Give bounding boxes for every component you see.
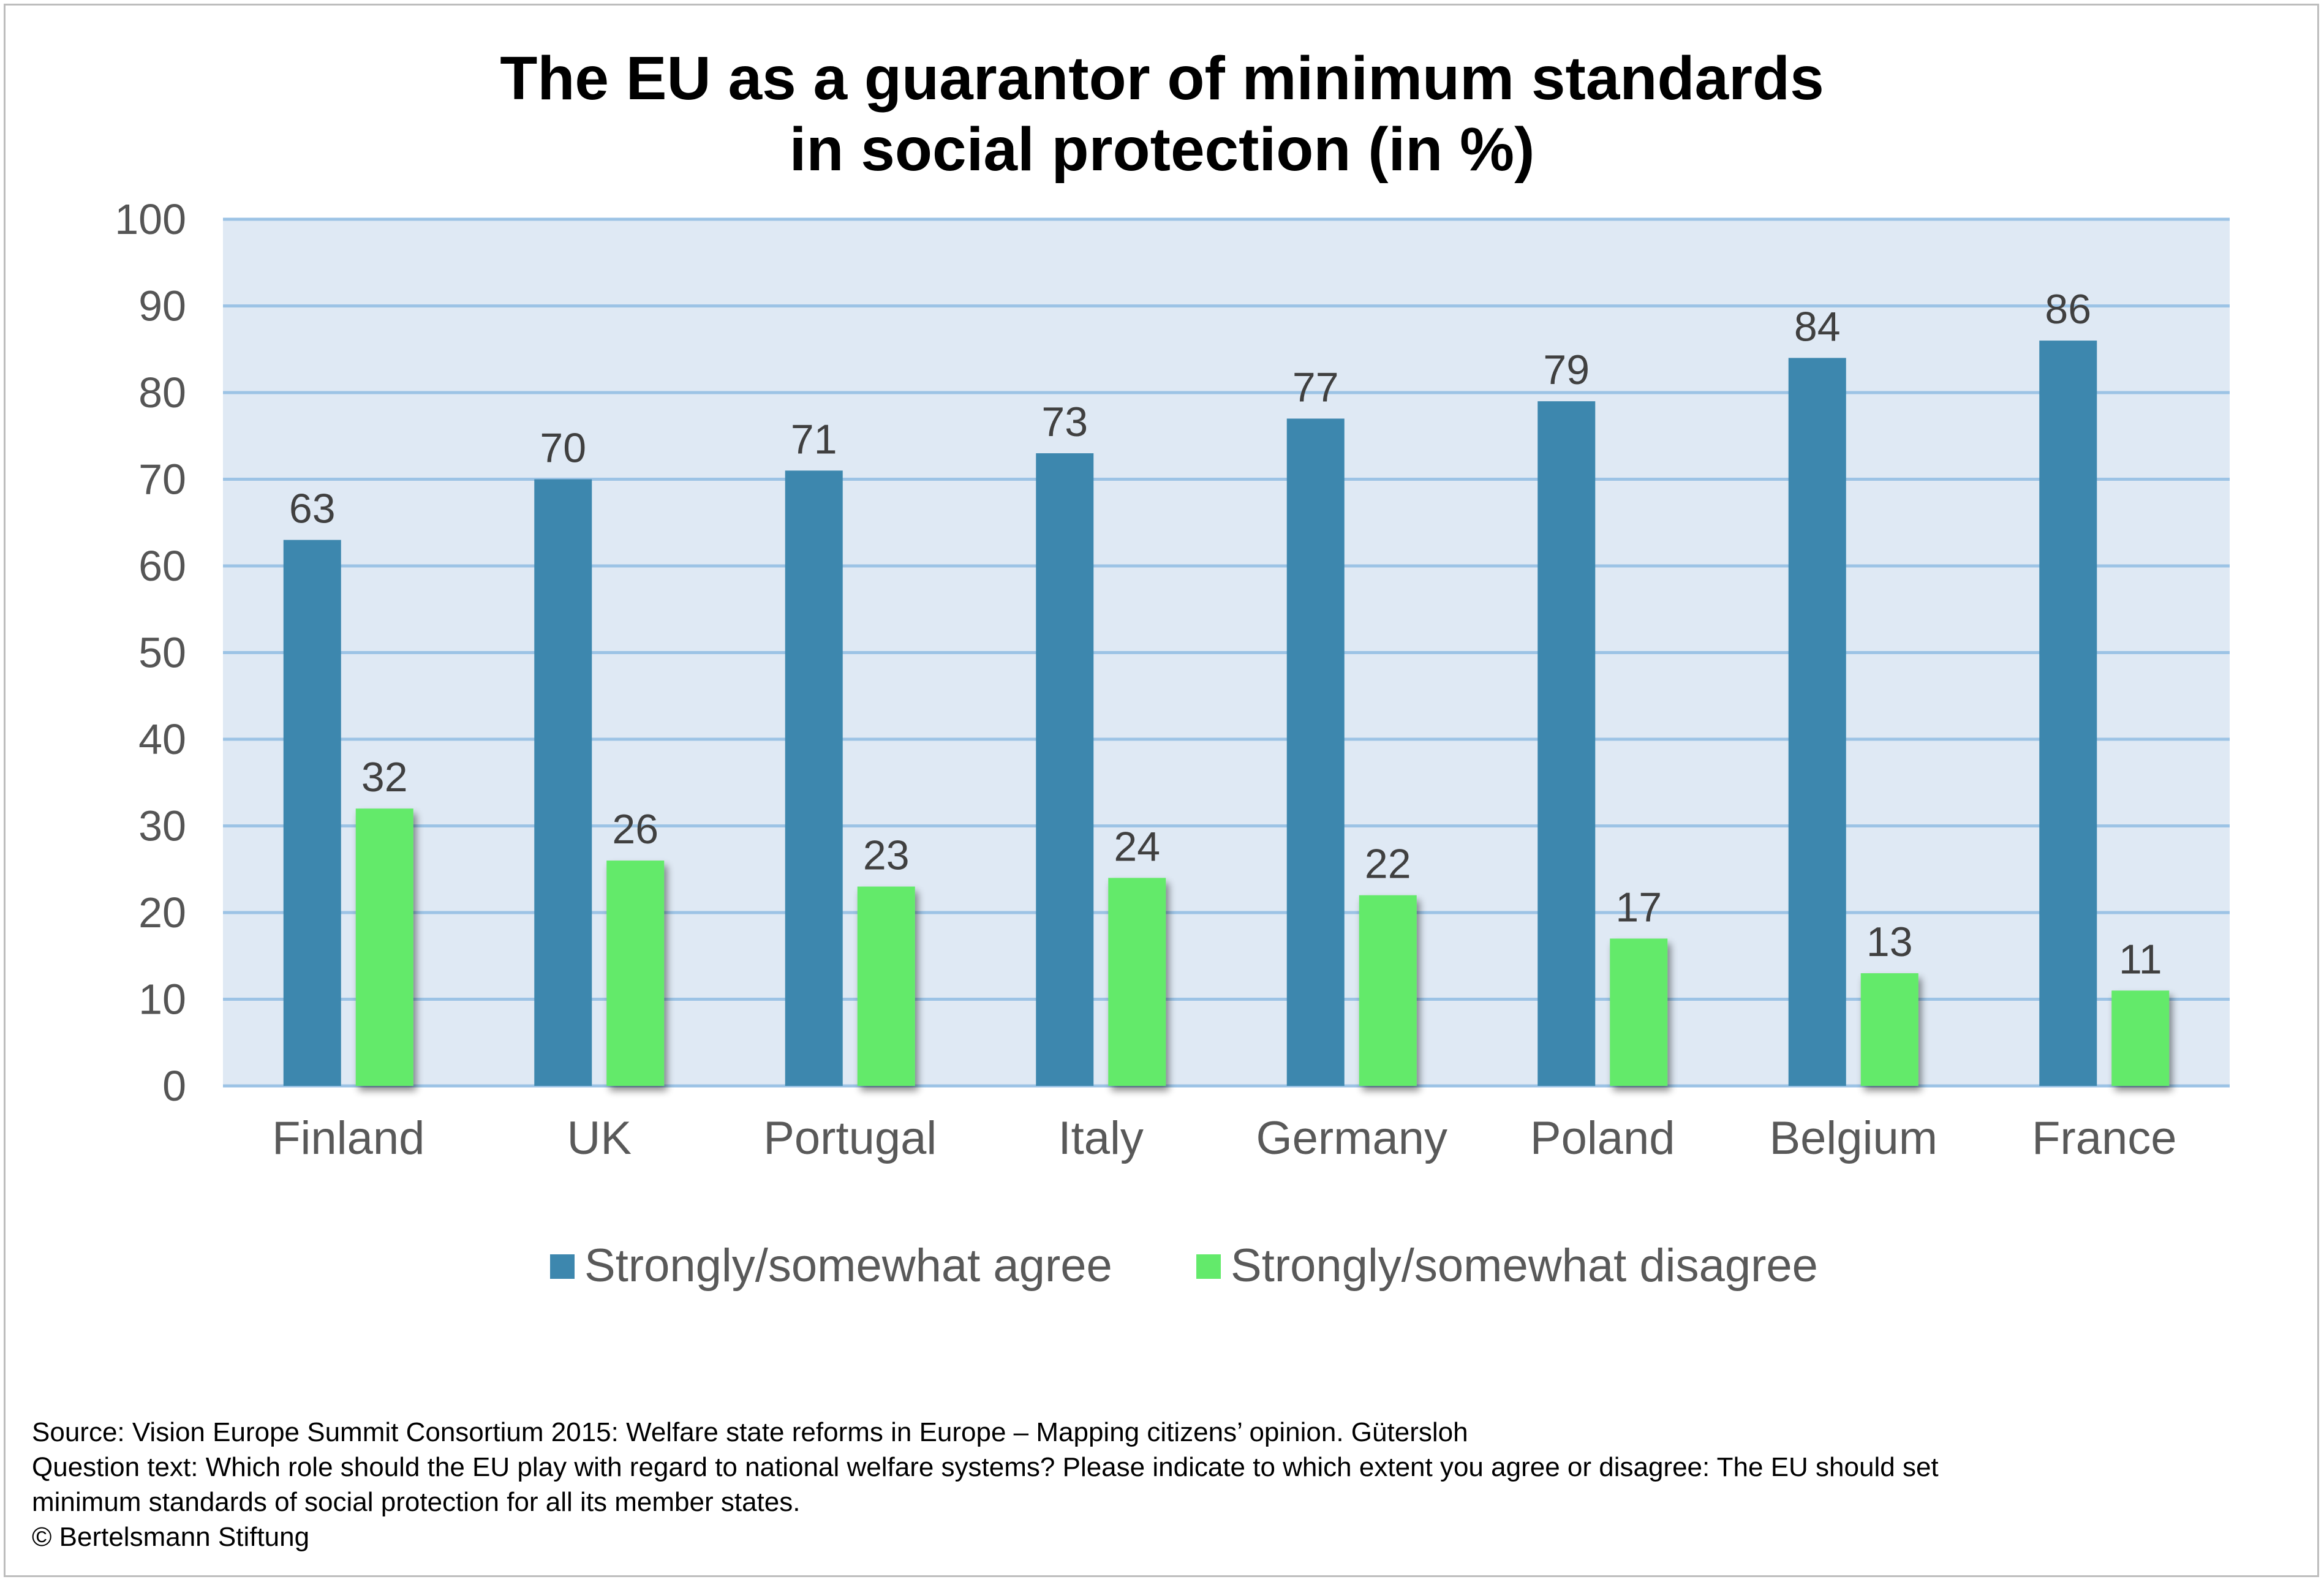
chart-title-line-1: The EU as a guarantor of minimum standar… (500, 44, 1824, 113)
bar-agree (1036, 453, 1094, 1086)
copyright-note: © Bertelsmann Stiftung (32, 1522, 310, 1552)
data-label: 17 (1615, 884, 1662, 930)
bar-agree (1537, 401, 1596, 1086)
bar-disagree (1359, 895, 1417, 1086)
x-tick-label: UK (567, 1112, 632, 1164)
x-tick-label: Italy (1058, 1112, 1144, 1164)
bar-disagree (857, 886, 915, 1086)
y-tick-label: 0 (162, 1062, 186, 1110)
data-label: 22 (1365, 841, 1411, 887)
legend-swatch (1196, 1254, 1221, 1279)
y-tick-label: 30 (138, 802, 186, 850)
data-label: 86 (2045, 286, 2091, 333)
chart-title: The EU as a guarantor of minimum standar… (0, 43, 2324, 185)
legend: Strongly/somewhat agree Strongly/somewhat… (550, 1240, 1818, 1292)
question-text-line-2: minimum standards of social protection f… (32, 1487, 801, 1517)
x-tick-label: Finland (272, 1112, 424, 1164)
data-label: 13 (1866, 919, 1913, 965)
data-label: 63 (289, 486, 336, 532)
y-tick-label: 90 (138, 282, 186, 330)
y-tick-label: 20 (138, 889, 186, 936)
legend-label: Strongly/somewhat agree (584, 1240, 1112, 1292)
y-tick-label: 80 (138, 369, 186, 416)
x-axis: Finland UK Portugal Italy Germany Poland Belgi… (272, 1112, 2176, 1164)
legend-swatch (550, 1254, 575, 1279)
y-tick-label: 10 (138, 976, 186, 1023)
footer-notes: Source: Vision Europe Summit Consortium … (32, 1415, 2286, 1554)
x-tick-label: Portugal (763, 1112, 937, 1164)
bar-agree (283, 540, 341, 1086)
bars (283, 341, 2170, 1087)
bar-agree (2039, 341, 2097, 1086)
y-tick-label: 70 (138, 456, 186, 503)
y-tick-label: 100 (115, 195, 186, 243)
bar-disagree (1860, 973, 1918, 1086)
x-tick-label: Germany (1256, 1112, 1447, 1164)
chart-title-line-2: in social protection (in %) (789, 115, 1535, 184)
data-labels: 63 32 70 26 71 23 73 24 77 22 79 17 84 13 86 11 (289, 286, 2162, 982)
y-tick-label: 40 (138, 715, 186, 763)
x-tick-label: France (2032, 1112, 2177, 1164)
y-tick-label: 60 (138, 542, 186, 590)
data-label: 84 (1794, 303, 1841, 350)
bar-agree (1286, 418, 1345, 1087)
data-label: 26 (612, 806, 658, 853)
bar-disagree (606, 861, 665, 1086)
data-label: 32 (361, 754, 408, 800)
data-label: 11 (2119, 936, 2162, 982)
bar-disagree (2111, 990, 2170, 1086)
legend-label: Strongly/somewhat disagree (1231, 1240, 1818, 1292)
y-tick-label: 50 (138, 629, 186, 677)
x-tick-label: Poland (1530, 1112, 1675, 1164)
question-text-line-1: Question text: Which role should the EU … (32, 1452, 1939, 1482)
bar-disagree (1610, 938, 1668, 1086)
bar-disagree (355, 808, 413, 1086)
data-label: 24 (1114, 823, 1160, 870)
data-label: 73 (1041, 399, 1088, 445)
data-label: 23 (863, 832, 910, 879)
bar-agree (534, 479, 592, 1086)
x-tick-label: Belgium (1769, 1112, 1937, 1164)
data-label: 79 (1543, 347, 1590, 393)
data-label: 70 (540, 425, 586, 472)
source-note: Source: Vision Europe Summit Consortium … (32, 1417, 1468, 1447)
y-axis: 0 10 20 30 40 50 60 70 80 90 100 (115, 195, 186, 1110)
bar-disagree (1108, 878, 1166, 1086)
data-label: 71 (791, 416, 837, 462)
data-label: 77 (1292, 364, 1339, 410)
bar-agree (1788, 358, 1846, 1086)
bar-agree (785, 470, 843, 1086)
